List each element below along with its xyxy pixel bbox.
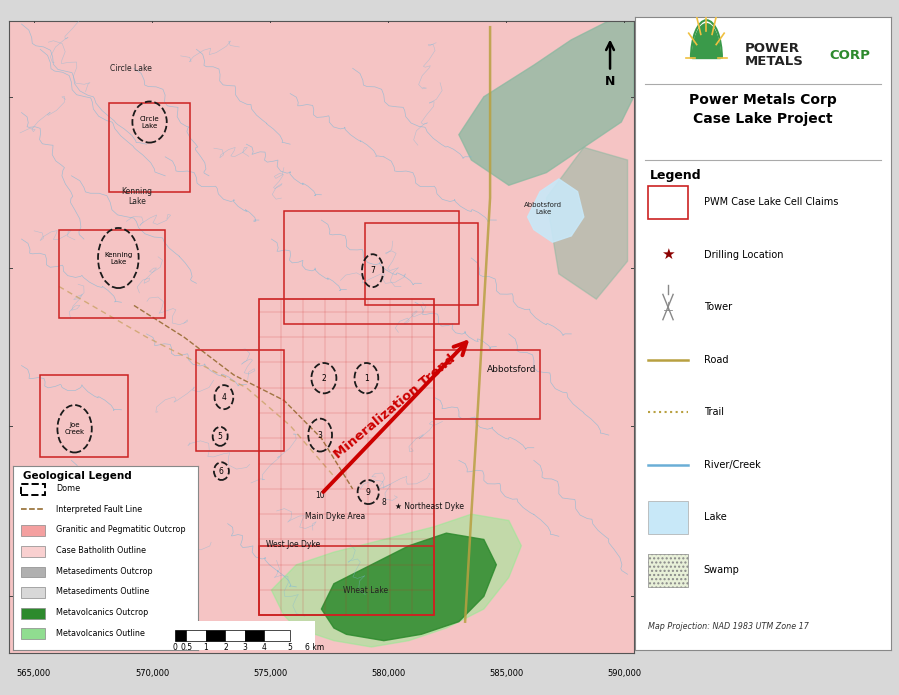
Bar (40, 375, 128, 457)
Polygon shape (322, 533, 496, 641)
Text: 7: 7 (370, 266, 375, 275)
Text: Main Dyke Area: Main Dyke Area (305, 512, 365, 521)
Text: Legend: Legend (650, 169, 702, 182)
Text: 3: 3 (243, 644, 247, 653)
Text: 5,430,000: 5,430,000 (643, 575, 652, 617)
Text: 2: 2 (322, 374, 326, 383)
Text: Abbotsford: Abbotsford (487, 365, 537, 374)
Text: PWM Case Lake Cell Claims: PWM Case Lake Cell Claims (704, 197, 838, 207)
Polygon shape (40, 552, 90, 596)
Text: Geological Legend: Geological Legend (22, 471, 131, 481)
Text: 9: 9 (366, 487, 370, 496)
Text: ⊥: ⊥ (663, 300, 673, 313)
Text: ★ Northeast Dyke: ★ Northeast Dyke (396, 502, 464, 511)
Text: 5,445,000: 5,445,000 (643, 76, 652, 117)
Text: 590,000: 590,000 (608, 669, 642, 678)
Text: Swamp: Swamp (704, 564, 740, 575)
Text: 5,435,000: 5,435,000 (643, 404, 652, 447)
Text: West Joe Dyke: West Joe Dyke (266, 540, 320, 549)
Bar (259, 546, 434, 615)
Text: 585,000: 585,000 (489, 669, 523, 678)
Bar (21, 566, 45, 578)
Text: METALS: METALS (745, 55, 804, 68)
Bar (21, 587, 45, 598)
Text: 6 km: 6 km (305, 644, 325, 653)
Bar (647, 186, 689, 219)
Text: Abbotsford
Lake: Abbotsford Lake (524, 202, 562, 215)
Text: N: N (605, 74, 615, 88)
Bar (434, 350, 540, 419)
Bar (21, 608, 45, 619)
Text: 3: 3 (317, 431, 323, 440)
Text: 5: 5 (287, 644, 292, 653)
Bar (284, 211, 458, 325)
Text: Map Projection: NAD 1983 UTM Zone 17: Map Projection: NAD 1983 UTM Zone 17 (647, 622, 808, 631)
Text: 4: 4 (221, 393, 227, 402)
Text: Joe
Creek: Joe Creek (65, 423, 85, 435)
Text: 6: 6 (219, 466, 224, 475)
Text: 565,000: 565,000 (17, 669, 51, 678)
Text: Trail: Trail (704, 407, 724, 417)
Text: Road: Road (704, 354, 728, 365)
Bar (647, 501, 689, 534)
Polygon shape (547, 147, 628, 299)
Text: Interpreted Fault Line: Interpreted Fault Line (56, 505, 142, 514)
Bar (206, 630, 226, 641)
Polygon shape (528, 179, 583, 243)
Text: Metasediments Outcrop: Metasediments Outcrop (56, 566, 153, 575)
Text: Circle
Lake: Circle Lake (139, 115, 159, 129)
Text: ★: ★ (661, 247, 675, 262)
Text: CORP: CORP (830, 49, 870, 62)
Text: 8: 8 (381, 498, 387, 507)
Bar (245, 630, 264, 641)
Text: Mineralization Trend: Mineralization Trend (332, 352, 458, 461)
Text: Wheat Lake: Wheat Lake (343, 586, 387, 595)
Text: Lake: Lake (704, 512, 726, 522)
Text: Power Metals Corp
Case Lake Project: Power Metals Corp Case Lake Project (689, 93, 837, 126)
Text: 10: 10 (315, 491, 325, 500)
Bar (264, 630, 289, 641)
Bar (365, 223, 477, 306)
Text: 580,000: 580,000 (371, 669, 405, 678)
Text: Kenning
Lake: Kenning Lake (104, 252, 132, 265)
Text: Case Batholith Outline: Case Batholith Outline (56, 546, 146, 555)
Text: 5: 5 (218, 432, 223, 441)
Text: Metasediments Outline: Metasediments Outline (56, 587, 149, 596)
Text: 575,000: 575,000 (253, 669, 288, 678)
Bar (226, 630, 245, 641)
Bar (21, 546, 45, 557)
Text: Circle Lake: Circle Lake (110, 65, 152, 74)
Text: 0.5: 0.5 (181, 644, 192, 653)
Polygon shape (271, 514, 521, 647)
Text: POWER: POWER (745, 42, 800, 56)
Text: Metavolcanics Outline: Metavolcanics Outline (56, 628, 145, 637)
Text: Granitic and Pegmatitic Outcrop: Granitic and Pegmatitic Outcrop (56, 525, 185, 534)
Text: River/Creek: River/Creek (704, 459, 761, 470)
Bar (21, 628, 45, 639)
Bar (21, 525, 45, 536)
Text: Drilling Location: Drilling Location (704, 250, 783, 259)
Bar (21, 484, 45, 495)
Bar (175, 630, 186, 641)
Bar (109, 103, 191, 192)
Polygon shape (692, 24, 720, 58)
Bar (259, 299, 434, 615)
Text: Metavolcanics Outcrop: Metavolcanics Outcrop (56, 608, 148, 617)
Bar (59, 229, 165, 318)
Text: 570,000: 570,000 (135, 669, 169, 678)
Bar (196, 350, 284, 451)
Bar (647, 554, 689, 587)
Text: 0: 0 (173, 644, 178, 653)
Text: 5,440,000: 5,440,000 (643, 247, 652, 288)
Bar (186, 630, 206, 641)
Text: 4: 4 (262, 644, 267, 653)
Text: 1: 1 (364, 374, 369, 383)
Text: 2: 2 (223, 644, 227, 653)
Text: Dome: Dome (56, 484, 80, 493)
Text: Kenning
Lake: Kenning Lake (121, 187, 153, 206)
Polygon shape (458, 21, 634, 186)
Text: Tower: Tower (704, 302, 732, 312)
Text: 1: 1 (203, 644, 209, 653)
